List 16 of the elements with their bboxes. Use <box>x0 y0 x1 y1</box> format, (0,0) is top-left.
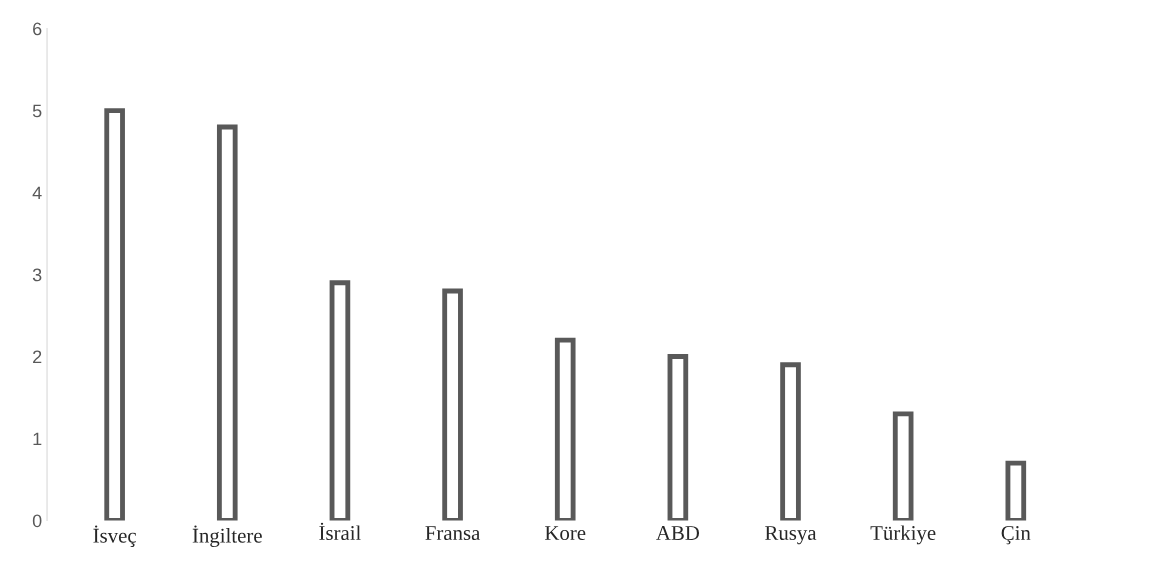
x-tick-label: İngiltere <box>192 525 262 548</box>
x-tick-label: Kore <box>545 526 586 541</box>
y-tick-label: 5 <box>32 104 42 118</box>
x-tick-label: İsrail <box>319 522 361 541</box>
x-tick-label: Fransa <box>425 526 481 541</box>
x-tick-label: ABD <box>656 526 700 540</box>
y-tick-label: 2 <box>33 350 42 364</box>
y-tick-label: 3 <box>32 268 42 282</box>
x-tick-label: Türkiye <box>870 525 936 545</box>
y-tick-label: 0 <box>32 514 42 528</box>
y-tick-label: 6 <box>33 22 42 36</box>
x-tick-label: Rusya <box>765 526 817 545</box>
x-tick-label: İsveç <box>93 525 136 547</box>
y-tick-label: 4 <box>32 186 42 200</box>
y-tick-label: 1 <box>33 432 42 446</box>
x-tick-label: Çin <box>1001 526 1031 545</box>
